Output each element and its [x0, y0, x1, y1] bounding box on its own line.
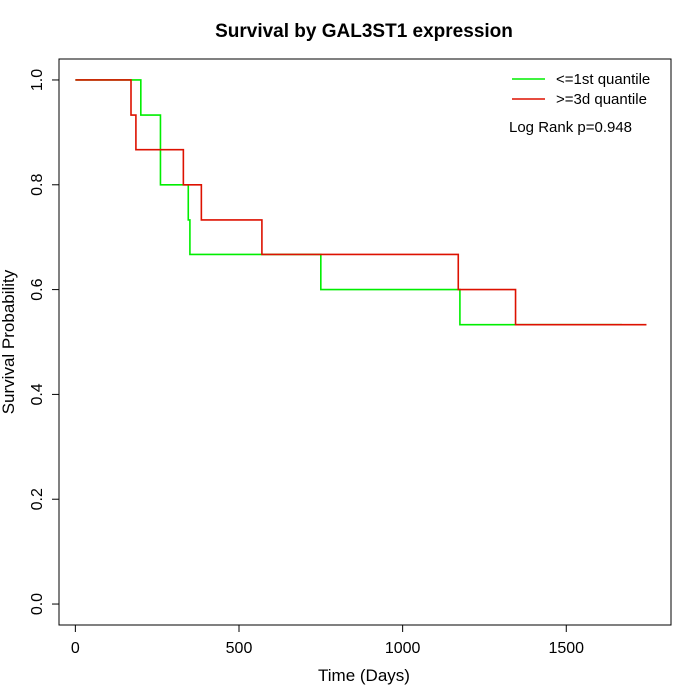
y-axis: 0.0 0.2 0.4 0.6 0.8 1.0: [29, 69, 60, 615]
series-layer: [75, 79, 647, 326]
y-axis-label: Survival Probability: [0, 269, 18, 414]
legend-label: >=3d quantile: [556, 91, 647, 108]
x-tick-label: 0: [71, 640, 80, 657]
log-rank-annotation: Log Rank p=0.948: [509, 119, 632, 136]
legend-label: <=1st quantile: [556, 71, 650, 88]
x-tick-label: 500: [226, 640, 253, 657]
series-line-0: [75, 79, 622, 326]
y-tick-label: 0.6: [29, 278, 46, 300]
y-tick-label: 0.2: [29, 488, 46, 510]
y-tick-label: 1.0: [29, 69, 46, 91]
plot-area-frame: [58, 58, 672, 626]
y-tick-label: 0.4: [29, 383, 46, 405]
x-tick-label: 1500: [548, 640, 584, 657]
x-axis-label: Time (Days): [318, 666, 410, 685]
y-tick-label: 0.0: [29, 593, 46, 615]
x-axis: 0 500 1000 1500: [71, 624, 584, 657]
chart-title: Survival by GAL3ST1 expression: [215, 21, 513, 42]
x-tick-label: 1000: [385, 640, 421, 657]
legend: <=1st quantile >=3d quantile: [512, 71, 650, 108]
y-tick-label: 0.8: [29, 174, 46, 196]
series-line-1: [75, 79, 647, 326]
